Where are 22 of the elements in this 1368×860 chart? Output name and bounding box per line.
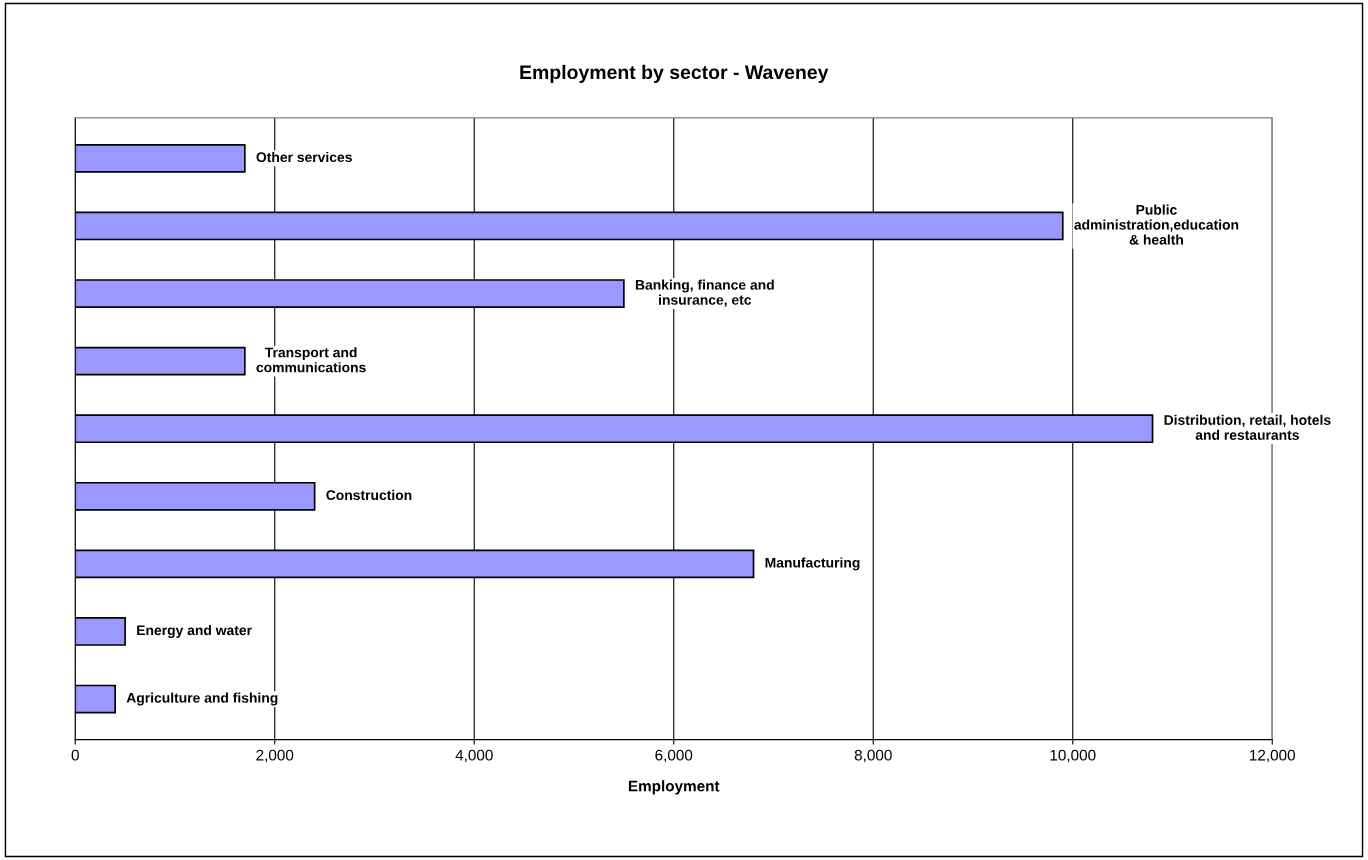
- y-tick-label: Public administration,education & health: [1074, 204, 1239, 245]
- x-tick-label: 6,000: [655, 749, 693, 763]
- x-tick-label: 8,000: [854, 749, 892, 763]
- y-tick-label: Construction: [326, 489, 412, 501]
- bar: [75, 684, 116, 714]
- x-tick-label: 12,000: [1250, 749, 1296, 763]
- x-tick-label: 0: [71, 749, 79, 761]
- bar: [75, 617, 126, 646]
- y-tick-label: Energy and water: [137, 624, 252, 638]
- y-tick-label: Other services: [256, 151, 352, 163]
- x-tick-label: 2,000: [256, 749, 294, 763]
- x-tick-label: 4,000: [455, 749, 493, 763]
- y-tick-label: Manufacturing: [765, 557, 860, 571]
- chart-title: Employment by sector - Waveney: [520, 64, 829, 83]
- y-tick-label: Transport and communications: [256, 347, 366, 373]
- bar: [75, 346, 246, 376]
- x-tick-label: 10,000: [1050, 749, 1096, 763]
- bar: [75, 144, 246, 173]
- y-tick-label: Agriculture and fishing: [126, 692, 278, 706]
- y-tick-label: Distribution, retail, hotels and restaurants: [1164, 414, 1331, 440]
- x-axis-title: Employment: [628, 780, 720, 795]
- y-tick-label: Banking, finance and insurance, etc: [635, 279, 774, 307]
